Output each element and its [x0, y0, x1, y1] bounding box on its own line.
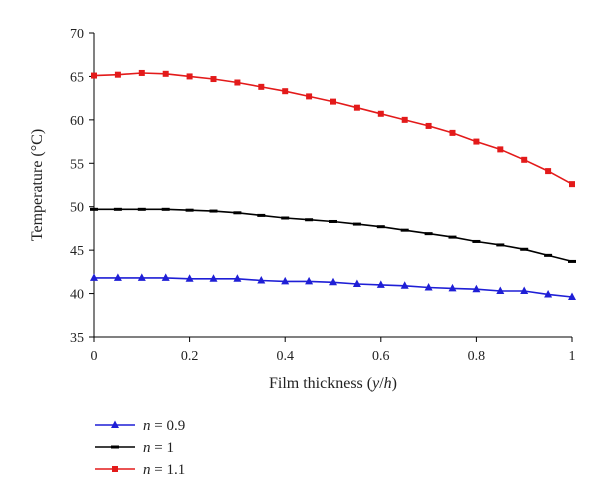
data-point — [113, 273, 122, 281]
series-1 — [90, 273, 576, 301]
legend-marker — [111, 420, 119, 428]
series-line — [94, 208, 573, 263]
data-point — [209, 209, 218, 213]
data-point — [377, 110, 384, 117]
data-point — [161, 273, 170, 281]
data-point — [545, 168, 552, 175]
data-point — [233, 274, 242, 282]
x-axis-title: Film thickness (y/h) — [269, 375, 397, 392]
data-point — [210, 76, 217, 83]
y-tick-label: 70 — [70, 27, 84, 42]
data-point — [376, 280, 385, 288]
x-tick-label: 0.8 — [468, 349, 486, 364]
data-point — [137, 273, 146, 281]
axes — [89, 32, 573, 342]
data-point — [329, 219, 337, 223]
legend-item-1: n = 0.9 — [95, 418, 185, 434]
data-point — [497, 146, 504, 153]
data-point — [329, 277, 337, 286]
data-point — [448, 235, 457, 239]
data-point — [161, 207, 170, 211]
data-point — [330, 98, 336, 105]
x-tick-label: 0.4 — [276, 349, 294, 364]
data-point — [305, 276, 314, 285]
data-point — [137, 207, 146, 211]
y-tick-label: 45 — [70, 244, 84, 259]
data-point — [257, 213, 266, 217]
data-point — [282, 88, 289, 95]
y-tick-label: 60 — [70, 114, 84, 129]
y-tick-label: 55 — [70, 157, 84, 172]
legend-label: n = 1.1 — [143, 462, 185, 478]
y-tick-label: 50 — [70, 201, 84, 216]
data-point — [113, 207, 122, 211]
y-tick-label: 65 — [70, 70, 84, 85]
data-point — [185, 208, 194, 212]
data-point — [424, 232, 433, 236]
legend-marker — [111, 445, 119, 449]
data-point — [424, 282, 433, 291]
data-point — [90, 207, 98, 211]
data-point — [352, 279, 361, 288]
x-tick-label: 0.2 — [181, 349, 199, 364]
data-point — [472, 239, 481, 243]
data-point — [352, 222, 361, 226]
data-point — [568, 259, 576, 263]
data-point — [257, 276, 266, 284]
data-point — [472, 284, 481, 293]
data-point — [138, 69, 145, 76]
data-point — [425, 122, 432, 129]
data-point — [449, 129, 456, 136]
data-point — [520, 286, 529, 294]
legend-marker — [112, 466, 118, 472]
data-point — [258, 83, 265, 90]
data-point — [496, 243, 505, 247]
data-point — [306, 93, 313, 100]
legend-item-3: n = 1.1 — [95, 462, 185, 478]
legend-label: n = 1 — [143, 440, 174, 456]
data-point — [520, 247, 529, 251]
data-point — [473, 138, 480, 145]
data-point — [234, 79, 241, 86]
data-point — [114, 71, 121, 78]
data-point — [496, 286, 505, 294]
legend: n = 0.9 n = 1 n = 1.1 — [95, 418, 185, 478]
data-point — [376, 225, 385, 229]
data-point — [281, 276, 290, 285]
data-point — [90, 273, 98, 281]
data-point — [186, 73, 193, 80]
series-layer — [90, 69, 576, 301]
x-tick-label: 0 — [91, 349, 98, 364]
x-tick-label: 1 — [569, 349, 576, 364]
data-point — [305, 218, 314, 222]
data-point — [544, 253, 553, 257]
y-tick-label: 35 — [70, 331, 84, 346]
series-3 — [91, 69, 575, 188]
data-point — [353, 104, 360, 111]
data-point — [185, 274, 194, 282]
data-point — [448, 283, 457, 292]
axis-labels: 35 40 45 50 55 60 65 70 0 0.2 0.4 0.6 0.8 1 Film thick… — [29, 27, 576, 392]
data-point — [401, 116, 408, 123]
data-point — [91, 72, 97, 79]
x-tick-label: 0.6 — [372, 349, 390, 364]
y-tick-label: 40 — [70, 288, 84, 303]
data-point — [521, 156, 528, 163]
data-point — [569, 181, 575, 188]
data-point — [162, 70, 169, 77]
y-axis-title: Temperature (°C) — [29, 129, 46, 241]
data-point — [281, 216, 290, 220]
legend-label: n = 0.9 — [143, 418, 185, 434]
data-point — [233, 211, 242, 215]
data-point — [400, 228, 409, 232]
data-point — [568, 292, 576, 301]
data-point — [209, 274, 218, 282]
data-point — [544, 289, 553, 298]
series-line — [93, 72, 573, 185]
data-point — [400, 281, 409, 289]
series-2 — [90, 207, 576, 263]
legend-item-2: n = 1 — [95, 440, 174, 456]
